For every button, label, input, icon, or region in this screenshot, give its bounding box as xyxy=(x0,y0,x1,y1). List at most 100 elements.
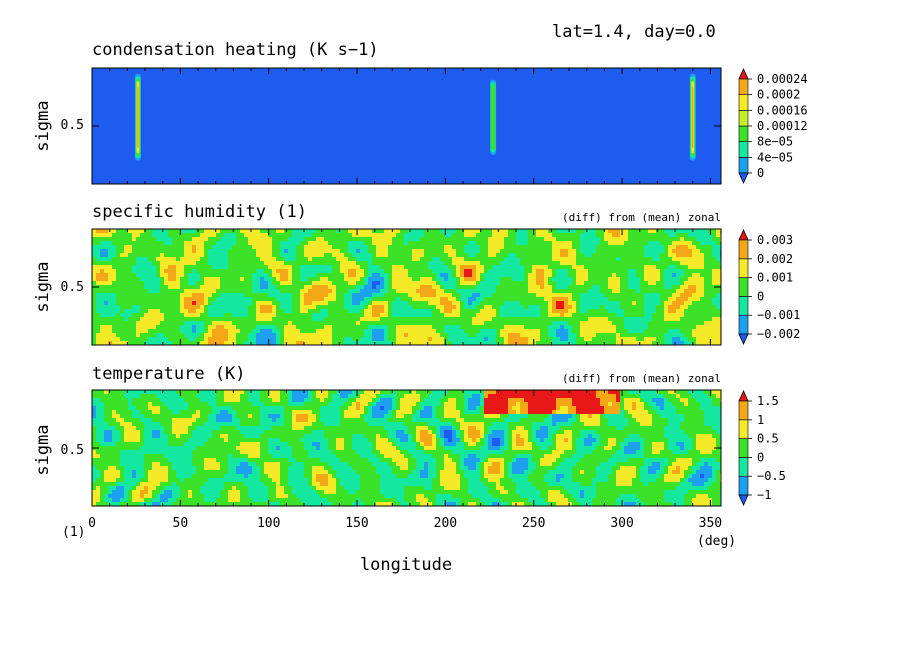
heatmap-cell xyxy=(572,261,577,266)
heatmap-cell xyxy=(168,329,173,334)
heatmap-cell xyxy=(596,297,601,302)
heatmap-cell xyxy=(284,237,289,242)
heatmap-cell xyxy=(484,325,489,330)
heatmap-cell xyxy=(396,273,401,278)
heatmap-cell xyxy=(552,301,557,306)
heatmap-cell xyxy=(556,337,561,342)
heatmap-cell xyxy=(240,321,245,326)
heatmap-cell xyxy=(312,269,317,274)
heatmap-cell xyxy=(200,269,205,274)
heatmap-cell xyxy=(136,245,141,250)
heatmap-cell xyxy=(348,269,353,274)
heatmap-cell xyxy=(652,305,657,310)
heatmap-cell xyxy=(304,281,309,286)
heatmap-cell xyxy=(680,329,685,334)
heatmap-cell xyxy=(512,265,517,270)
heatmap-cell xyxy=(300,321,305,326)
heatmap-cell xyxy=(172,398,177,403)
heatmap-cell xyxy=(552,309,557,314)
heatmap-cell xyxy=(648,245,653,250)
heatmap-cell xyxy=(112,269,117,274)
heatmap-cell xyxy=(556,289,561,294)
heatmap-cell xyxy=(332,229,337,234)
heatmap-cell xyxy=(388,261,393,266)
heatmap-cell xyxy=(400,325,405,330)
heatmap-cell xyxy=(360,245,365,250)
heatmap-cell xyxy=(224,253,229,258)
heatmap-cell xyxy=(296,241,301,246)
heatmap-cell xyxy=(272,273,277,278)
heatmap-cell xyxy=(712,341,717,345)
heatmap-cell xyxy=(420,337,425,342)
heatmap-cell xyxy=(704,277,709,282)
heatmap-cell xyxy=(472,233,477,238)
heatmap-cell xyxy=(428,329,433,334)
heatmap-cell xyxy=(440,253,445,258)
heatmap-cell xyxy=(676,333,681,338)
heatmap-cell xyxy=(492,317,497,322)
heatmap-cell xyxy=(500,390,505,395)
heatmap-cell xyxy=(508,394,513,399)
heatmap-cell xyxy=(208,301,213,306)
heatmap-cell xyxy=(472,277,477,282)
heatmap-cell xyxy=(216,253,221,258)
heatmap-cell xyxy=(412,313,417,318)
heatmap-cell xyxy=(340,313,345,318)
heatmap-cell xyxy=(156,245,161,250)
heatmap-cell xyxy=(116,317,121,322)
heatmap-cell xyxy=(412,333,417,338)
heatmap-cell xyxy=(460,313,465,318)
heatmap-cell xyxy=(476,237,481,242)
heatmap-cell xyxy=(432,394,437,399)
heatmap-cell xyxy=(456,269,461,274)
heatmap-cell xyxy=(156,293,161,298)
heatmap-cell xyxy=(380,285,385,290)
heatmap-cell xyxy=(700,253,705,258)
heatmap-cell xyxy=(528,309,533,314)
heatmap-cell xyxy=(292,329,297,334)
heatmap-cell xyxy=(92,261,97,266)
heatmap-cell xyxy=(524,277,529,282)
heatmap-cell xyxy=(200,305,205,310)
heatmap-cell xyxy=(536,257,541,262)
heatmap-cell xyxy=(584,277,589,282)
heatmap-cell xyxy=(392,237,397,242)
heatmap-cell xyxy=(524,325,529,330)
heatmap-cell xyxy=(420,341,425,345)
heatmap-cell xyxy=(504,301,509,306)
heatmap-cell xyxy=(116,337,121,342)
heatmap-cell xyxy=(368,325,373,330)
heatmap-cell xyxy=(676,237,681,242)
heatmap-cell xyxy=(516,261,521,266)
heatmap-cell xyxy=(660,241,665,246)
heatmap-cell xyxy=(456,305,461,310)
heatmap-cell xyxy=(596,261,601,266)
heatmap-cell xyxy=(96,289,101,294)
heatmap-cell xyxy=(204,341,209,345)
heatmap-cell xyxy=(660,317,665,322)
heatmap-cell xyxy=(376,329,381,334)
heatmap-cell xyxy=(208,305,213,310)
heatmap-cell xyxy=(220,273,225,278)
heatmap-cell xyxy=(328,233,333,238)
heatmap-cell xyxy=(244,325,249,330)
heatmap-cell xyxy=(608,257,613,262)
heatmap-cell xyxy=(676,273,681,278)
heatmap-cell xyxy=(116,398,121,403)
heatmap-cell xyxy=(476,293,481,298)
heatmap-cell xyxy=(480,269,485,274)
heatmap-cell xyxy=(664,289,669,294)
heatmap-cell xyxy=(636,313,641,318)
heatmap-cell xyxy=(316,309,321,314)
heatmap-cell xyxy=(300,265,305,270)
heatmap-cell xyxy=(316,233,321,238)
heatmap-cell xyxy=(668,245,673,250)
heatmap-cell xyxy=(676,257,681,262)
heatmap-cell xyxy=(196,325,201,330)
heatmap-cell xyxy=(412,390,417,395)
heatmap-cell xyxy=(376,317,381,322)
heatmap-cell xyxy=(400,329,405,334)
heatmap-cell xyxy=(496,317,501,322)
heatmap-cell xyxy=(612,257,617,262)
heatmap-cell xyxy=(388,257,393,262)
